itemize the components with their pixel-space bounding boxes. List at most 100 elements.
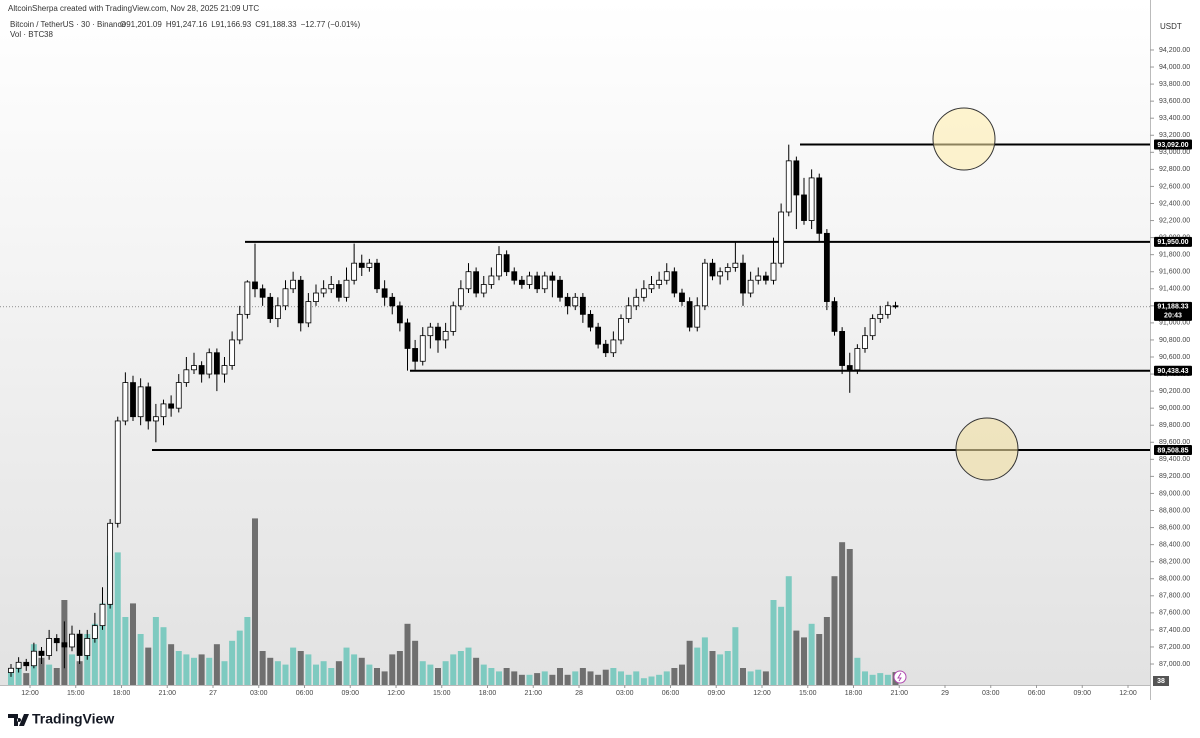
y-tick-label: 87,000.00	[1159, 661, 1190, 668]
x-tick-label: 09:00	[1073, 690, 1091, 697]
volume-bar	[816, 634, 823, 685]
candle-body	[274, 305, 281, 320]
y-tick-label: 88,800.00	[1159, 507, 1190, 514]
volume-bar	[435, 668, 441, 685]
candle-body	[259, 288, 266, 298]
volume-bar	[343, 647, 350, 685]
event-icon[interactable]	[893, 670, 907, 684]
volume-bar	[114, 552, 121, 685]
volume-bar	[717, 654, 724, 685]
volume-bar	[99, 603, 106, 685]
candle-body	[213, 352, 220, 375]
x-tick-label: 28	[575, 690, 583, 697]
candle-body	[648, 284, 655, 290]
candle-body	[686, 301, 693, 328]
candle-body	[84, 638, 91, 656]
candle-body	[854, 348, 861, 371]
volume-bar	[305, 654, 312, 685]
candle-body	[236, 313, 243, 341]
candle-body	[755, 275, 762, 281]
volume-bar	[884, 674, 891, 685]
x-tick-label: 18:00	[113, 690, 131, 697]
candle-body	[717, 271, 724, 277]
y-tick-label: 92,400.00	[1159, 200, 1190, 207]
volume-bar	[8, 671, 14, 685]
volume-bar	[198, 654, 205, 685]
volume-badge	[1153, 676, 1169, 686]
x-tick-label: 15:00	[67, 690, 85, 697]
candle-body	[579, 296, 586, 315]
volume-bar	[808, 623, 815, 685]
x-tick-label: 29	[941, 690, 949, 697]
volume-bar	[412, 640, 419, 685]
candle-body	[313, 292, 319, 302]
time-axis-background	[0, 685, 1150, 700]
candle-body	[724, 267, 731, 273]
candle-body	[38, 650, 45, 656]
volume-bar	[785, 576, 792, 685]
volume-bar	[595, 674, 602, 685]
volume-bar	[236, 630, 243, 685]
volume-bar	[168, 644, 175, 685]
volume-badge-label: 38	[1157, 678, 1165, 685]
ohlc-label: C91,188.33	[255, 20, 297, 29]
x-tick-label: 03:00	[982, 690, 1000, 697]
candle-body	[381, 288, 388, 298]
candle-body	[587, 313, 594, 328]
volume-bar	[793, 630, 800, 685]
candle-body	[823, 232, 830, 302]
volume-bar	[160, 627, 167, 685]
x-tick-label: 21:00	[158, 690, 176, 697]
candle-body	[732, 262, 739, 268]
candle-body	[534, 275, 541, 290]
y-tick-label: 89,200.00	[1159, 473, 1190, 480]
volume-bar	[709, 651, 716, 685]
volume-bar	[503, 668, 510, 685]
volume-bar	[778, 606, 785, 685]
candles-layer	[8, 144, 899, 677]
volume-bar	[76, 661, 83, 685]
volume-bar	[465, 647, 472, 685]
candle-body	[145, 386, 152, 422]
candle-body	[297, 279, 304, 324]
candle-body	[831, 301, 838, 332]
candle-body	[557, 279, 563, 298]
y-tick-label: 91,800.00	[1159, 252, 1190, 259]
brand-icon	[8, 714, 29, 726]
y-tick-label: 91,600.00	[1159, 269, 1190, 276]
y-tick-label: 92,200.00	[1159, 217, 1190, 224]
y-tick-label: 91,000.00	[1159, 320, 1190, 327]
volume-bar	[679, 664, 685, 685]
volume-bar	[572, 671, 579, 685]
level-badge-label: 91,950.00	[1157, 239, 1188, 246]
candle-body	[518, 279, 525, 285]
candle-body	[122, 382, 129, 422]
y-tick-label: 88,200.00	[1159, 559, 1190, 566]
candle-body	[839, 331, 846, 366]
candle-body	[785, 160, 792, 213]
volume-bar	[320, 661, 327, 685]
volume-bar	[145, 647, 152, 685]
candle-body	[778, 211, 785, 264]
volume-bar	[762, 671, 769, 685]
volume-bar	[473, 657, 480, 685]
candle-body	[427, 326, 434, 337]
candle-body	[137, 386, 144, 418]
volume-bar	[381, 671, 388, 685]
brand-name: TradingView	[32, 711, 114, 727]
candle-body	[99, 603, 106, 627]
candle-body	[435, 326, 441, 341]
candle-body	[419, 335, 426, 362]
candle-body	[618, 318, 624, 341]
candle-body	[610, 339, 617, 354]
candle-body	[541, 275, 548, 290]
x-tick-label: 21:00	[524, 690, 542, 697]
candle-body	[366, 262, 373, 268]
candle-body	[549, 275, 556, 281]
level-badge	[1154, 236, 1192, 247]
candle-body	[267, 296, 274, 320]
candle-body	[396, 305, 403, 324]
candle-body	[229, 339, 236, 366]
volume-bar	[869, 674, 876, 685]
candle-body	[290, 279, 297, 290]
